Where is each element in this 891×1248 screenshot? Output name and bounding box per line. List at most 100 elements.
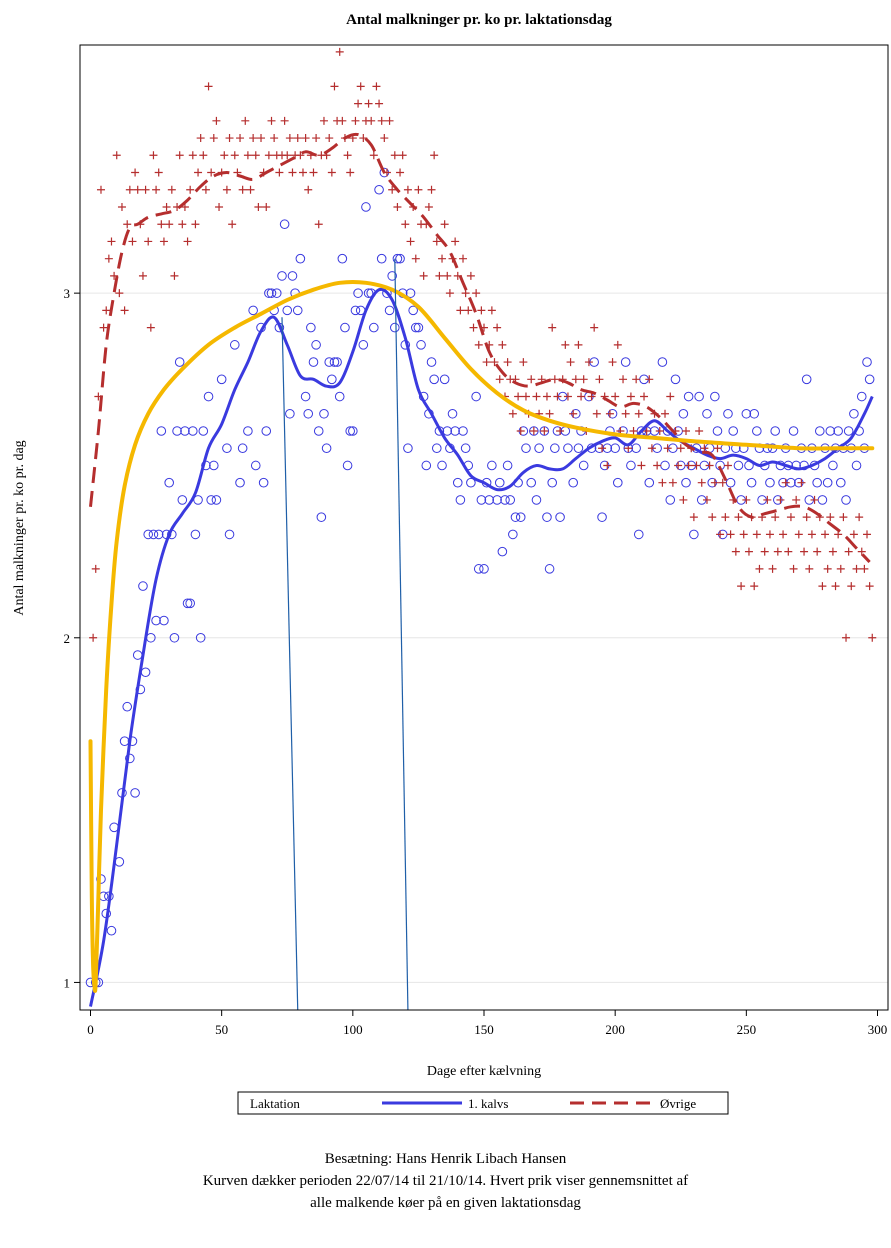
marker-ovrige: [713, 444, 722, 453]
marker-ovrige: [390, 151, 399, 160]
marker-1-kalvs: [143, 529, 154, 540]
marker-ovrige: [115, 289, 124, 298]
marker-ovrige: [325, 134, 334, 143]
marker-1-kalvs: [439, 374, 450, 385]
marker-1-kalvs: [437, 460, 447, 471]
marker-1-kalvs: [812, 477, 822, 488]
marker-ovrige: [708, 513, 717, 522]
marker-ovrige: [592, 409, 601, 418]
marker-ovrige: [304, 185, 313, 194]
marker-ovrige: [474, 340, 483, 349]
marker-ovrige: [236, 134, 245, 143]
marker-ovrige: [359, 134, 368, 143]
marker-1-kalvs: [243, 426, 253, 436]
marker-ovrige: [314, 220, 323, 229]
marker-1-kalvs: [822, 477, 833, 488]
marker-ovrige: [763, 495, 772, 504]
gridlines: [80, 292, 888, 983]
marker-1-kalvs: [410, 322, 421, 333]
marker-ovrige: [548, 323, 557, 332]
marker-ovrige: [249, 134, 258, 143]
marker-1-kalvs: [342, 460, 353, 471]
marker-ovrige: [228, 220, 237, 229]
marker-1-kalvs: [670, 374, 681, 385]
marker-1-kalvs: [319, 408, 329, 419]
marker-ovrige: [629, 427, 638, 435]
y-tick-label: 1: [64, 975, 71, 990]
marker-ovrige: [742, 495, 751, 504]
marker-1-kalvs: [237, 443, 248, 454]
marker-ovrige: [443, 271, 452, 280]
marker-1-kalvs: [752, 426, 762, 436]
marker-ovrige: [823, 564, 832, 573]
marker-ovrige: [545, 409, 554, 418]
marker-ovrige: [238, 185, 247, 194]
x-tick-label: 100: [343, 1022, 363, 1037]
marker-1-kalvs: [96, 874, 106, 884]
marker-ovrige: [191, 220, 200, 229]
marker-ovrige: [283, 151, 292, 160]
marker-ovrige: [319, 116, 328, 125]
marker-ovrige: [112, 151, 121, 160]
marker-ovrige: [346, 168, 355, 177]
marker-ovrige: [561, 340, 570, 349]
marker-1-kalvs: [345, 426, 356, 436]
marker-ovrige: [99, 323, 108, 332]
marker-1-kalvs: [235, 477, 245, 488]
marker-1-kalvs: [851, 460, 862, 471]
marker-ovrige: [482, 358, 491, 367]
marker-1-kalvs: [555, 512, 565, 522]
marker-ovrige: [393, 202, 402, 211]
marker-1-kalvs: [683, 391, 694, 402]
marker-1-kalvs: [521, 443, 531, 454]
marker-ovrige: [330, 82, 339, 91]
marker-1-kalvs: [337, 253, 348, 264]
marker-1-kalvs: [833, 426, 843, 436]
marker-1-kalvs: [287, 271, 298, 281]
marker-ovrige: [312, 134, 321, 143]
marker-ovrige: [826, 513, 835, 522]
marker-ovrige: [225, 134, 234, 143]
marker-ovrige: [102, 306, 111, 315]
marker-ovrige: [301, 134, 310, 143]
marker-ovrige: [760, 547, 769, 556]
marker-ovrige: [800, 547, 809, 556]
marker-1-kalvs: [340, 322, 350, 333]
marker-1-kalvs: [550, 443, 560, 454]
marker-1-kalvs: [329, 357, 340, 367]
marker-ovrige: [490, 358, 499, 367]
marker-1-kalvs: [282, 305, 293, 316]
marker-1-kalvs: [508, 529, 518, 540]
chart-title: Antal malkninger pr. ko pr. laktationsda…: [346, 12, 612, 28]
marker-1-kalvs: [258, 477, 269, 488]
marker-1-kalvs: [140, 667, 151, 678]
legend-label-ovrige: Øvrige: [660, 1096, 696, 1111]
marker-ovrige: [668, 478, 677, 487]
marker-ovrige: [579, 375, 588, 384]
marker-ovrige: [167, 185, 176, 194]
marker-1-kalvs: [151, 615, 161, 626]
marker-1-kalvs: [841, 495, 851, 505]
marker-1-kalvs: [327, 374, 337, 385]
marker-ovrige: [487, 306, 496, 315]
marker-ovrige: [298, 168, 307, 177]
marker-ovrige: [406, 237, 415, 246]
marker-1-kalvs: [458, 426, 468, 436]
marker-ovrige: [293, 134, 302, 143]
marker-ovrige: [676, 444, 685, 453]
marker-1-kalvs: [710, 391, 720, 402]
marker-ovrige: [117, 202, 126, 211]
marker-ovrige: [262, 202, 271, 211]
marker-1-kalvs: [403, 443, 413, 454]
marker-ovrige: [138, 271, 147, 280]
marker-ovrige: [146, 323, 155, 332]
marker-1-kalvs: [156, 426, 167, 436]
marker-1-kalvs: [374, 184, 384, 195]
marker-ovrige: [503, 358, 512, 367]
marker-ovrige: [771, 513, 780, 522]
marker-ovrige: [188, 151, 197, 160]
marker-ovrige: [414, 185, 423, 194]
marker-1-kalvs: [835, 477, 846, 488]
marker-ovrige: [183, 237, 192, 246]
marker-1-kalvs: [248, 305, 258, 316]
